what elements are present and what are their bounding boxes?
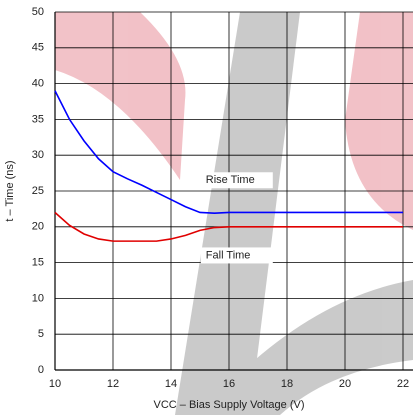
y-tick-label: 5 [38, 328, 44, 340]
y-tick-label: 20 [32, 221, 44, 233]
y-tick-label: 30 [32, 149, 44, 161]
y-tick-label: 35 [32, 113, 44, 125]
x-tick-label: 18 [281, 378, 293, 390]
y-axis-label: t – Time (ns) [4, 160, 16, 221]
y-tick-label: 50 [32, 6, 44, 18]
label-background [200, 172, 273, 189]
watermark [55, 12, 413, 415]
label-background [200, 247, 273, 264]
watermark-shape [175, 12, 300, 415]
line-series [54, 211, 403, 242]
x-tick-label: 10 [49, 378, 61, 390]
line-series [54, 90, 403, 214]
y-tick-label: 40 [32, 78, 44, 90]
x-tick-label: 14 [165, 378, 177, 390]
x-axis-label: VCC – Bias Supply Voltage (V) [153, 399, 304, 411]
watermark-shape [200, 280, 413, 415]
x-tick-label: 12 [107, 378, 119, 390]
y-tick-label: 0 [38, 364, 44, 376]
y-tick-label: 10 [32, 292, 44, 304]
series-label: Fall Time [206, 249, 251, 261]
y-tick-label: 25 [32, 185, 44, 197]
x-tick-label: 22 [397, 378, 409, 390]
x-tick-label: 20 [339, 378, 351, 390]
watermark-shape [345, 12, 413, 230]
watermark-shape [55, 12, 186, 180]
x-tick-label: 16 [223, 378, 235, 390]
y-tick-label: 45 [32, 42, 44, 54]
series-label: Rise Time [206, 174, 255, 186]
y-tick-label: 15 [32, 257, 44, 269]
